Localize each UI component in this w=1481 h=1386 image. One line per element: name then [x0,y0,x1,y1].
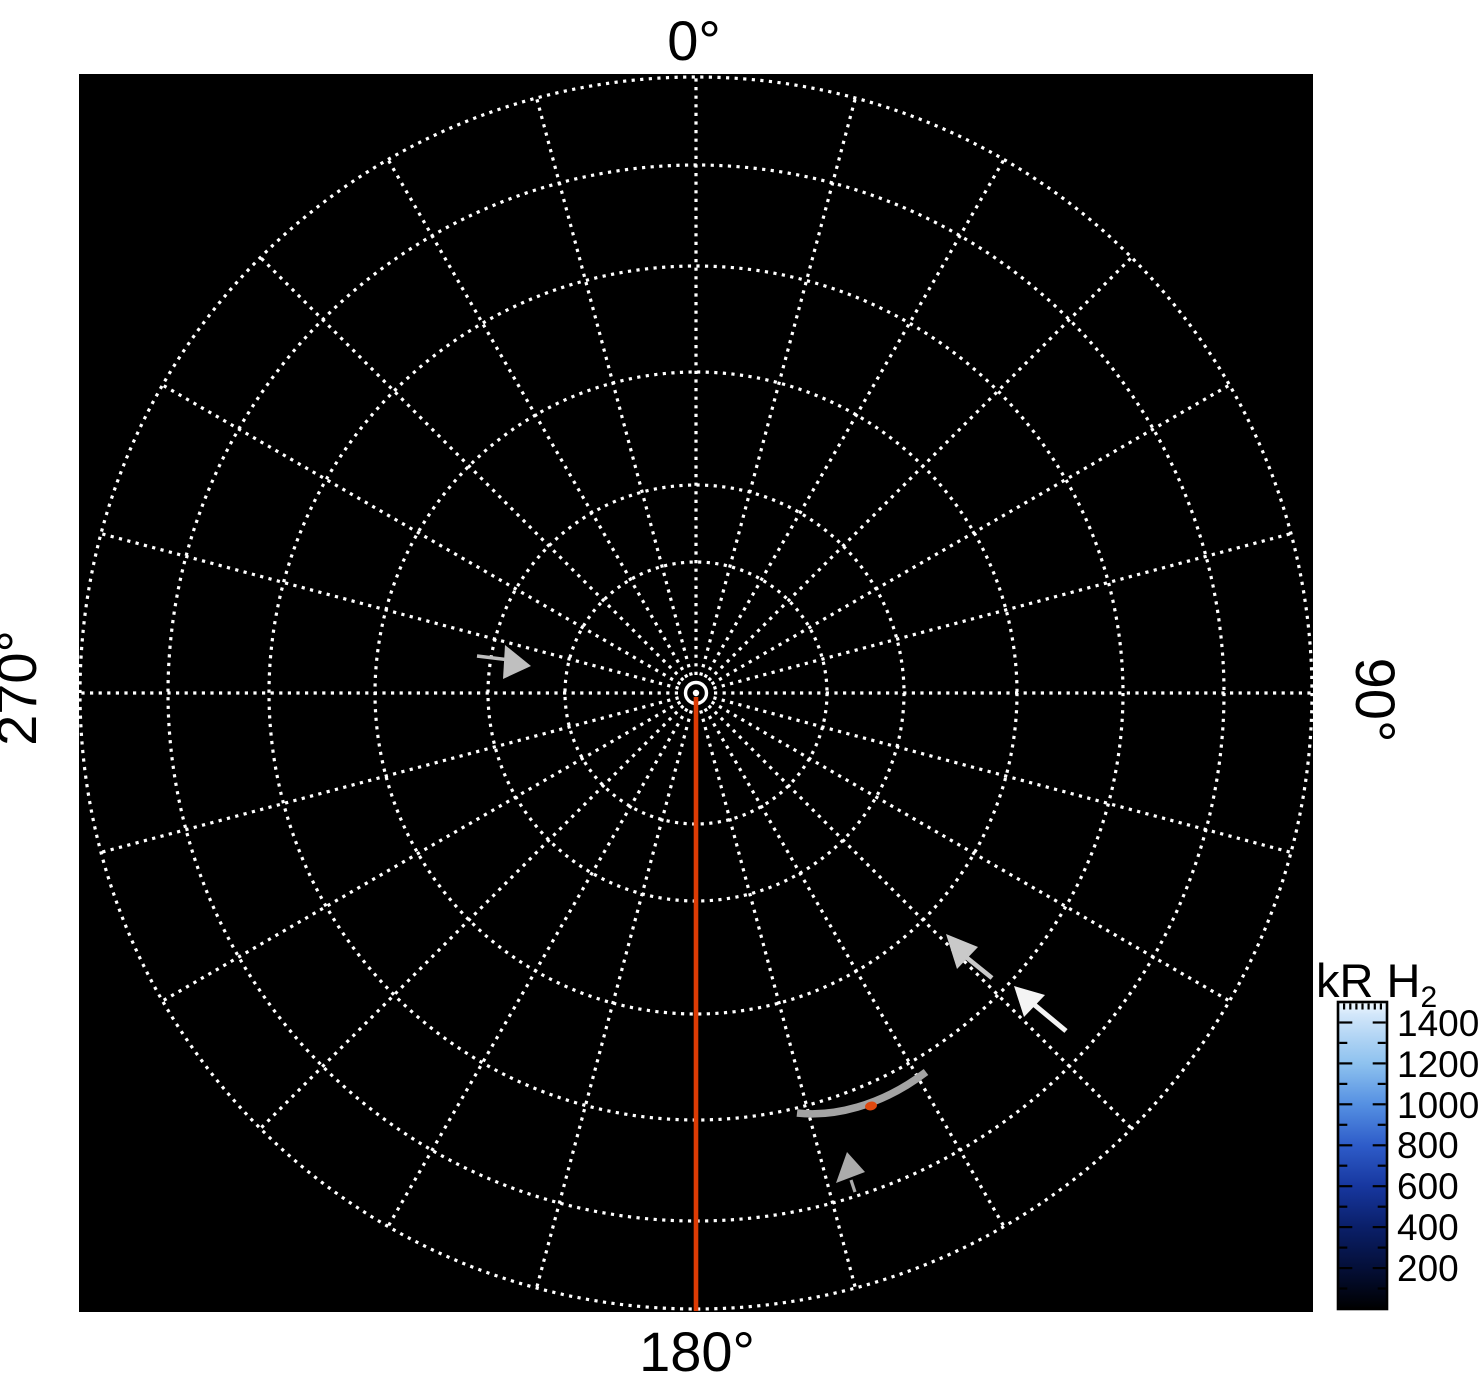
colorbar-label: 400 [1397,1207,1459,1248]
arrow-annotation-lower-white [1014,986,1068,1033]
colorbar-label: 1200 [1397,1044,1479,1085]
colorbar-tick-labels: 1400 1200 1000 800 600 400 200 [1397,1003,1479,1289]
arrow-head [836,1152,865,1183]
angle-label-0: 0° [667,9,721,72]
colorbar-label: 1000 [1397,1085,1479,1126]
colorbar-label: 600 [1397,1166,1459,1207]
polar-grid [78,75,1314,1311]
colorbar-label: 200 [1397,1248,1459,1289]
colorbar-gradient [1336,1000,1389,1311]
angle-label-90: 90° [1344,658,1407,743]
arrow-head [503,645,531,679]
auroral-arc-segment [796,1069,929,1118]
angle-label-180: 180° [639,1320,755,1383]
arrow-head [946,934,978,969]
colorbar-label: 1400 [1397,1003,1479,1044]
angle-label-270: 270° [0,630,48,746]
grid-ring [78,75,1314,1311]
pole-dot [692,689,700,697]
colorbar-label: 800 [1397,1125,1459,1166]
arrow-shaft [849,1179,857,1193]
arrow-head [1014,986,1045,1017]
arc-bright-spot [865,1101,877,1111]
colorbar-title: kR H2 [1316,954,1437,1014]
colorbar: kR H2 1400 1200 1000 800 600 400 200 [1316,954,1479,1311]
arrow-annotation-upper-gray [946,934,994,980]
arrow-annotation-below-arc [836,1152,865,1193]
colorbar-title-subscript: 2 [1420,981,1437,1014]
arrow-shaft [1029,1000,1068,1033]
colorbar-ticks [1339,1003,1386,1290]
arrow-annotation-left-of-pole [476,645,531,679]
arc-band [796,1069,929,1118]
grid-ring [267,264,1125,1122]
